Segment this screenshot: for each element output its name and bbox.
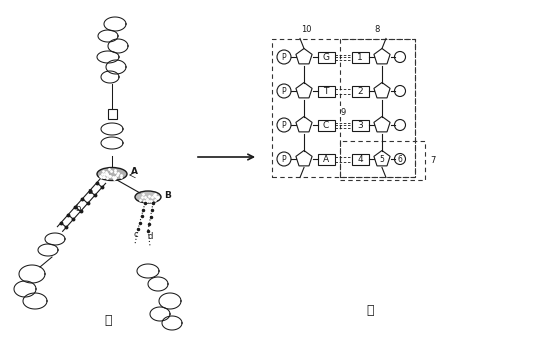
Bar <box>317 85 334 97</box>
Ellipse shape <box>97 167 127 180</box>
Text: C: C <box>323 120 329 129</box>
Text: A: A <box>131 167 138 177</box>
Bar <box>352 120 369 131</box>
Text: P: P <box>282 53 286 61</box>
Text: 6: 6 <box>398 155 403 163</box>
Text: T: T <box>323 86 329 96</box>
Text: 3: 3 <box>357 120 363 129</box>
Bar <box>352 85 369 97</box>
Bar <box>317 120 334 131</box>
Text: 7: 7 <box>430 156 435 165</box>
Text: P: P <box>282 120 286 129</box>
Text: 8: 8 <box>375 25 380 34</box>
Text: P: P <box>282 86 286 96</box>
Bar <box>352 52 369 62</box>
Bar <box>317 52 334 62</box>
Bar <box>352 154 369 164</box>
Text: b: b <box>75 204 80 213</box>
Text: 2: 2 <box>357 86 363 96</box>
Text: 1: 1 <box>357 53 363 61</box>
Text: d: d <box>148 232 153 241</box>
Text: 乙: 乙 <box>366 304 374 318</box>
Text: 4: 4 <box>357 155 363 163</box>
Text: G: G <box>323 53 330 61</box>
Bar <box>317 154 334 164</box>
Text: 10: 10 <box>301 25 311 34</box>
Bar <box>108 109 117 119</box>
Text: P: P <box>282 155 286 163</box>
Ellipse shape <box>135 191 161 203</box>
Text: 甲: 甲 <box>104 315 111 327</box>
Text: B: B <box>164 191 171 199</box>
Text: 5: 5 <box>379 155 384 163</box>
Text: A: A <box>323 155 329 163</box>
Text: a: a <box>88 187 93 196</box>
Text: c: c <box>133 230 138 239</box>
Text: 9: 9 <box>340 108 346 117</box>
